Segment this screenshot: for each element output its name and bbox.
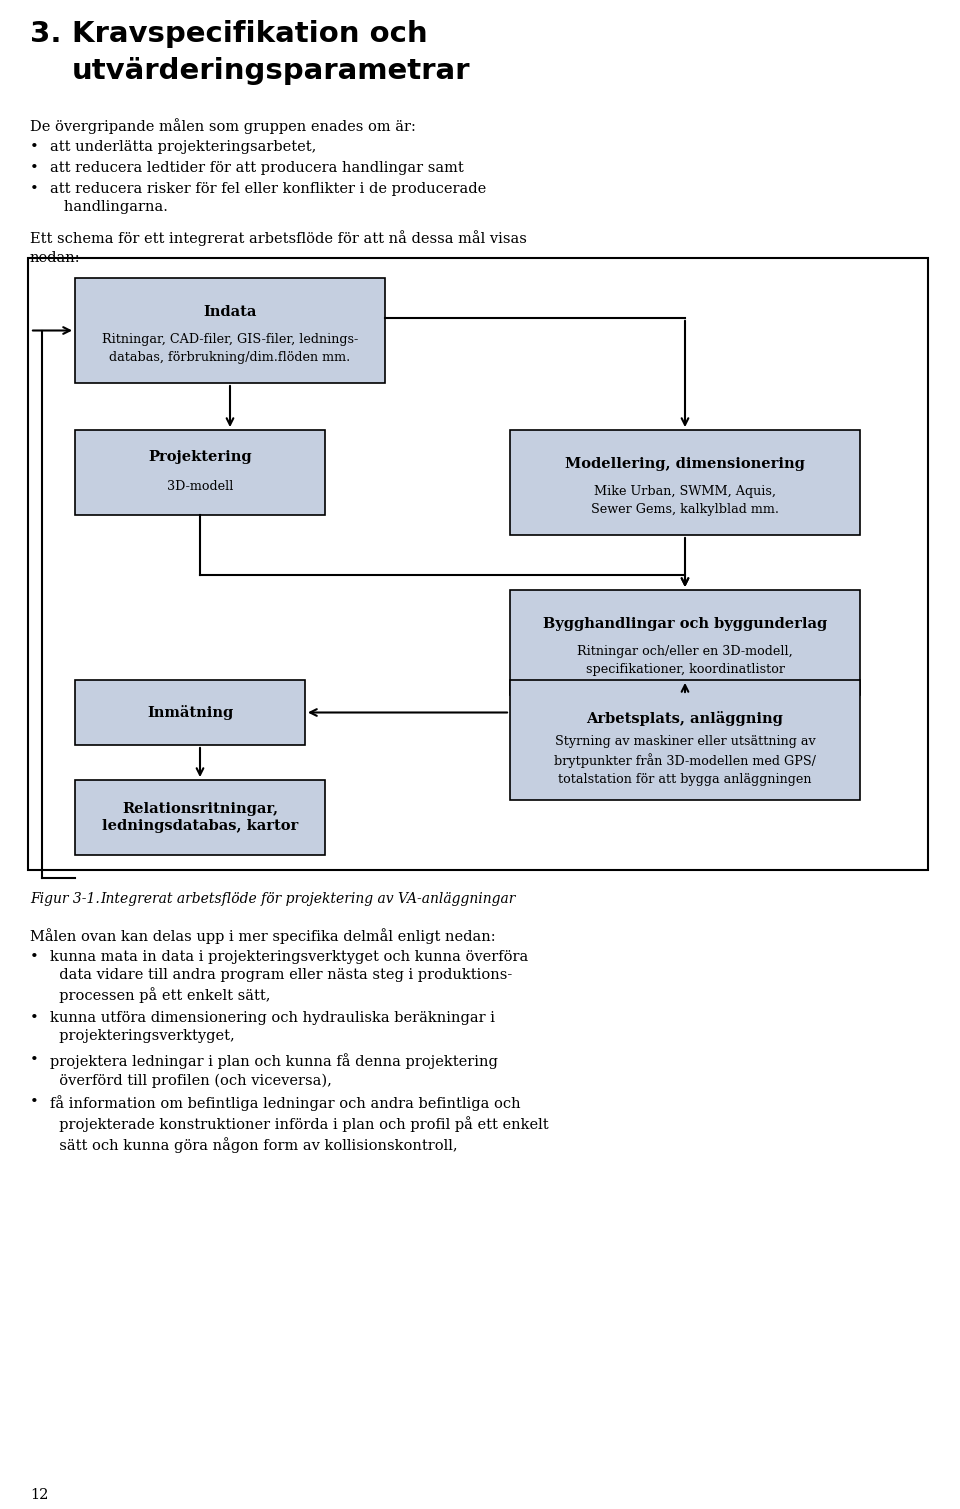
FancyBboxPatch shape xyxy=(510,430,860,536)
Text: Figur 3-1.: Figur 3-1. xyxy=(30,892,100,905)
Text: Kravspecifikation och: Kravspecifikation och xyxy=(72,20,427,48)
Text: Inmätning: Inmätning xyxy=(147,705,233,720)
Text: Ritningar, CAD-filer, GIS-filer, lednings-
databas, förbrukning/dim.flöden mm.: Ritningar, CAD-filer, GIS-filer, ledning… xyxy=(102,333,358,364)
Text: Ritningar och/eller en 3D-modell,
specifikationer, koordinatlistor: Ritningar och/eller en 3D-modell, specif… xyxy=(577,646,793,676)
Text: Arbetsplats, anläggning: Arbetsplats, anläggning xyxy=(587,711,783,726)
Text: De övergripande målen som gruppen enades om är:: De övergripande målen som gruppen enades… xyxy=(30,118,416,134)
Text: utvärderingsparametrar: utvärderingsparametrar xyxy=(72,57,470,85)
Text: 3.: 3. xyxy=(30,20,61,48)
FancyBboxPatch shape xyxy=(510,681,860,800)
Text: 3D-modell: 3D-modell xyxy=(167,480,233,493)
Text: kunna mata in data i projekteringsverktyget och kunna överföra
  data vidare til: kunna mata in data i projekteringsverkty… xyxy=(50,951,528,1003)
Bar xyxy=(28,258,928,871)
Text: Modellering, dimensionering: Modellering, dimensionering xyxy=(565,457,804,471)
Text: att reducera risker för fel eller konflikter i de producerade
   handlingarna.: att reducera risker för fel eller konfli… xyxy=(50,183,487,214)
Text: att reducera ledtider för att producera handlingar samt: att reducera ledtider för att producera … xyxy=(50,161,464,175)
FancyBboxPatch shape xyxy=(75,780,325,856)
Text: •: • xyxy=(30,140,38,154)
FancyBboxPatch shape xyxy=(75,681,305,745)
Text: att underlätta projekteringsarbetet,: att underlätta projekteringsarbetet, xyxy=(50,140,317,154)
Text: kunna utföra dimensionering och hydrauliska beräkningar i
  projekteringsverktyg: kunna utföra dimensionering och hydrauli… xyxy=(50,1011,495,1043)
Text: Målen ovan kan delas upp i mer specifika delmål enligt nedan:: Målen ovan kan delas upp i mer specifika… xyxy=(30,928,495,943)
Text: Integrerat arbetsflöde för projektering av VA-anläggningar: Integrerat arbetsflöde för projektering … xyxy=(100,892,516,905)
FancyBboxPatch shape xyxy=(510,590,860,696)
Text: få information om befintliga ledningar och andra befintliga och
  projekterade k: få information om befintliga ledningar o… xyxy=(50,1096,548,1153)
Text: Bygghandlingar och byggunderlag: Bygghandlingar och byggunderlag xyxy=(542,617,828,631)
FancyBboxPatch shape xyxy=(75,278,385,383)
Text: 12: 12 xyxy=(30,1488,48,1501)
Text: •: • xyxy=(30,951,38,964)
Text: •: • xyxy=(30,1096,38,1109)
Text: Relationsritningar,
ledningsdatabas, kartor: Relationsritningar, ledningsdatabas, kar… xyxy=(102,801,299,833)
Text: Projektering: Projektering xyxy=(148,450,252,465)
Text: Mike Urban, SWMM, Aquis,
Sewer Gems, kalkylblad mm.: Mike Urban, SWMM, Aquis, Sewer Gems, kal… xyxy=(591,484,779,516)
Text: •: • xyxy=(30,1053,38,1067)
Text: •: • xyxy=(30,1011,38,1025)
FancyBboxPatch shape xyxy=(75,430,325,515)
Text: Ett schema för ett integrerat arbetsflöde för att nå dessa mål visas
nedan:: Ett schema för ett integrerat arbetsflöd… xyxy=(30,229,527,266)
Text: projektera ledningar i plan och kunna få denna projektering
  överförd till prof: projektera ledningar i plan och kunna få… xyxy=(50,1053,498,1088)
Text: Indata: Indata xyxy=(204,305,256,318)
Text: Styrning av maskiner eller utsättning av
brytpunkter från 3D-modellen med GPS/
t: Styrning av maskiner eller utsättning av… xyxy=(554,735,816,786)
Text: •: • xyxy=(30,183,38,196)
Text: •: • xyxy=(30,161,38,175)
